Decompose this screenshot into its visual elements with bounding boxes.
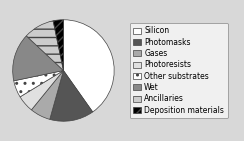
Wedge shape: [53, 20, 63, 70]
Wedge shape: [13, 36, 63, 81]
Wedge shape: [63, 20, 114, 112]
Wedge shape: [14, 70, 63, 97]
Wedge shape: [31, 70, 63, 119]
Wedge shape: [20, 70, 63, 110]
Wedge shape: [26, 21, 63, 70]
Wedge shape: [50, 70, 93, 121]
Legend: Silicon, Photomasks, Gases, Photoresists, Other substrates, Wet, Ancillaries, De: Silicon, Photomasks, Gases, Photoresists…: [130, 23, 228, 118]
